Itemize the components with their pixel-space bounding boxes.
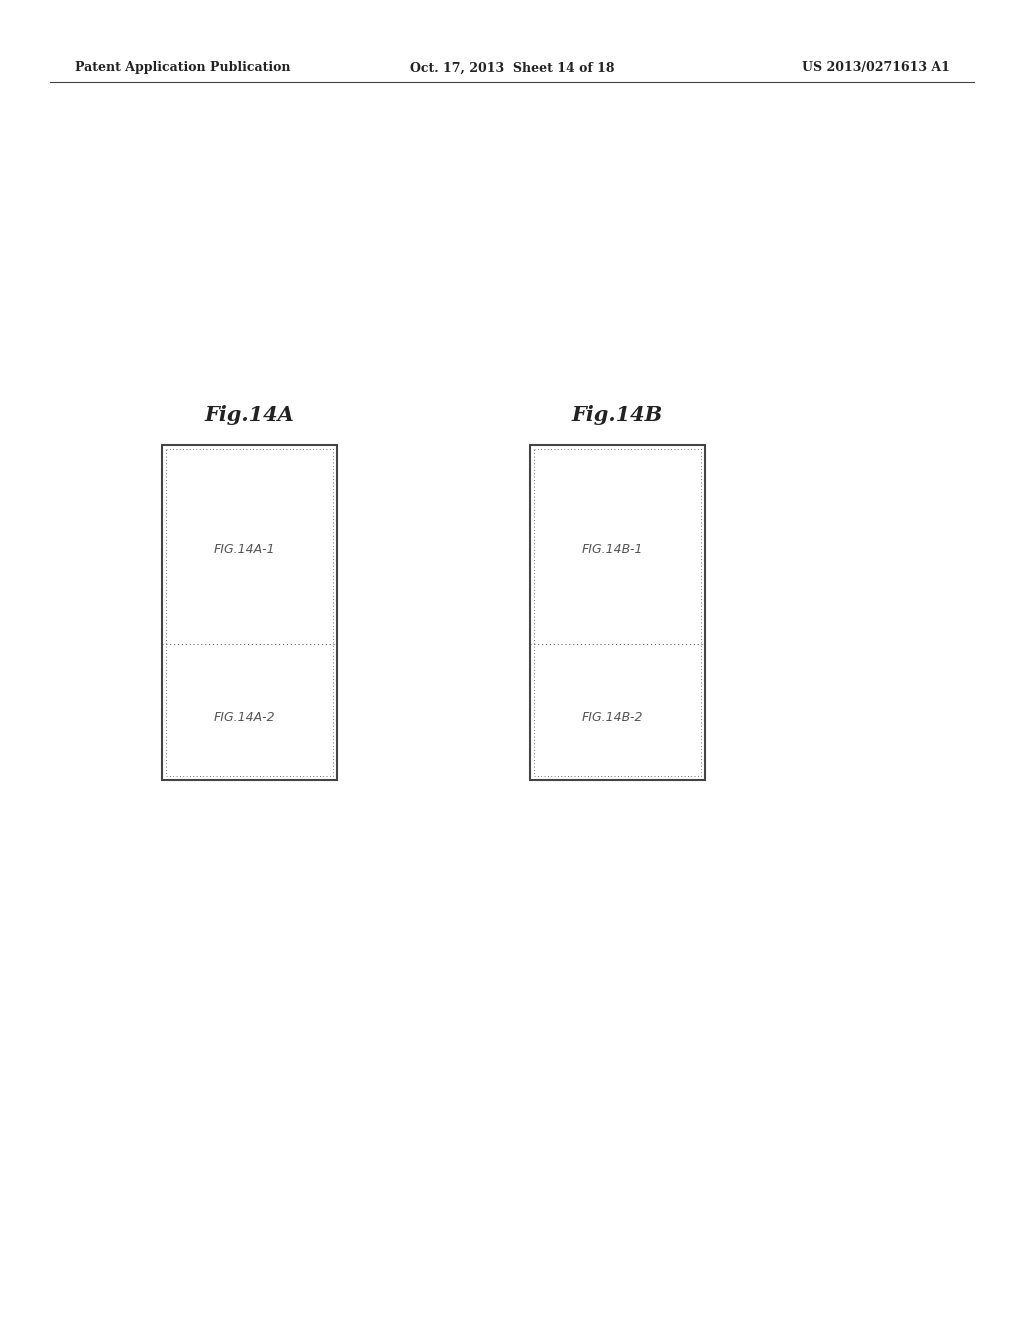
Bar	[166, 449, 333, 776]
Text: US 2013/0271613 A1: US 2013/0271613 A1	[802, 62, 950, 74]
Text: Fig.14B: Fig.14B	[571, 405, 664, 425]
Bar	[162, 445, 337, 780]
Bar	[530, 445, 705, 780]
Text: Oct. 17, 2013  Sheet 14 of 18: Oct. 17, 2013 Sheet 14 of 18	[410, 62, 614, 74]
Text: Patent Application Publication: Patent Application Publication	[75, 62, 291, 74]
Text: Fig.14A: Fig.14A	[205, 405, 295, 425]
Text: FIG.14B-1: FIG.14B-1	[582, 543, 643, 556]
Text: FIG.14B-2: FIG.14B-2	[582, 710, 643, 723]
Text: FIG.14A-1: FIG.14A-1	[214, 543, 275, 556]
Bar	[534, 449, 701, 776]
Text: FIG.14A-2: FIG.14A-2	[214, 710, 275, 723]
